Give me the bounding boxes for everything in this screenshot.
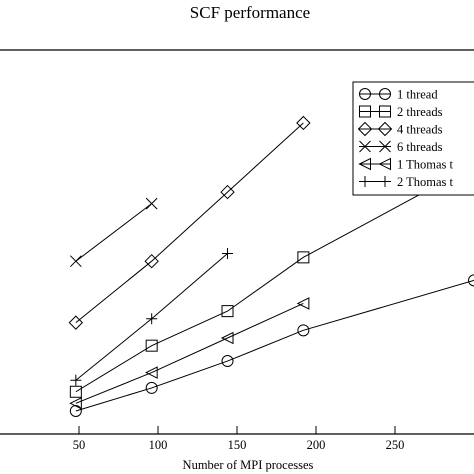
x-tick-label: 50 [73, 438, 86, 452]
data-point [358, 157, 371, 171]
legend-label: 2 threads [397, 105, 443, 119]
data-point [221, 305, 234, 318]
legend-box [352, 81, 474, 196]
data-point [220, 331, 234, 345]
legend-entry: 6 threads [359, 140, 443, 154]
data-point [379, 105, 391, 118]
data-point [297, 251, 310, 264]
data-point [377, 121, 393, 137]
data-point [297, 324, 310, 337]
series-line [75, 203, 152, 262]
data-point [146, 313, 158, 325]
x-tick-label: 200 [307, 438, 326, 452]
data-point [379, 88, 391, 100]
data-point [145, 197, 158, 210]
series-2-thomas-t [70, 248, 234, 386]
data-point [296, 115, 311, 131]
data-point [359, 105, 371, 118]
legend-label: 2 Thomas t [397, 175, 454, 189]
series-6-threads [69, 197, 158, 268]
data-point [359, 88, 371, 100]
data-point [69, 396, 82, 410]
chart-title: SCF performance [190, 3, 310, 22]
data-point [145, 339, 158, 352]
data-point [357, 121, 373, 137]
legend-entry: 2 Thomas t [359, 175, 454, 189]
data-point [70, 374, 82, 386]
data-point [220, 184, 235, 200]
series-line [75, 279, 474, 412]
data-point [379, 140, 391, 153]
legend-entry: 2 threads [359, 105, 443, 119]
data-point [378, 157, 391, 171]
series-line [75, 164, 474, 393]
data-point [359, 140, 371, 153]
series-line [75, 122, 304, 324]
data-point [68, 315, 84, 330]
series-line [75, 302, 304, 404]
x-axis-label: Number of MPI processes [183, 458, 314, 472]
data-point [221, 355, 234, 368]
data-point [222, 248, 234, 260]
data-point [359, 176, 371, 187]
legend-label: 4 threads [397, 123, 443, 137]
data-point [69, 385, 82, 398]
plot-area: 50 100 150 200 250 [0, 49, 474, 452]
legend-entry: 4 threads [357, 121, 443, 137]
legend: 1 thread 2 threads 4 threads 6 threads 1 Tho… [352, 81, 474, 196]
data-point [144, 253, 159, 269]
data-point [145, 381, 158, 394]
series-4-threads [68, 115, 311, 330]
legend-entry: 1 thread [359, 88, 438, 102]
x-tick-label: 150 [228, 438, 247, 452]
x-tick-label: 100 [149, 438, 168, 452]
legend-label: 1 thread [397, 88, 438, 102]
legend-label: 6 threads [397, 140, 443, 154]
data-point [379, 176, 391, 187]
x-tick-label: 250 [386, 438, 405, 452]
legend-entry: 1 Thomas t [358, 157, 454, 172]
data-point [145, 366, 158, 379]
series-1-thread [69, 274, 474, 417]
data-point [296, 297, 310, 310]
legend-label: 1 Thomas t [397, 158, 454, 172]
data-point [69, 255, 82, 268]
data-point [69, 404, 82, 417]
series-1-thomas-t [69, 297, 310, 410]
data-point [468, 274, 474, 287]
